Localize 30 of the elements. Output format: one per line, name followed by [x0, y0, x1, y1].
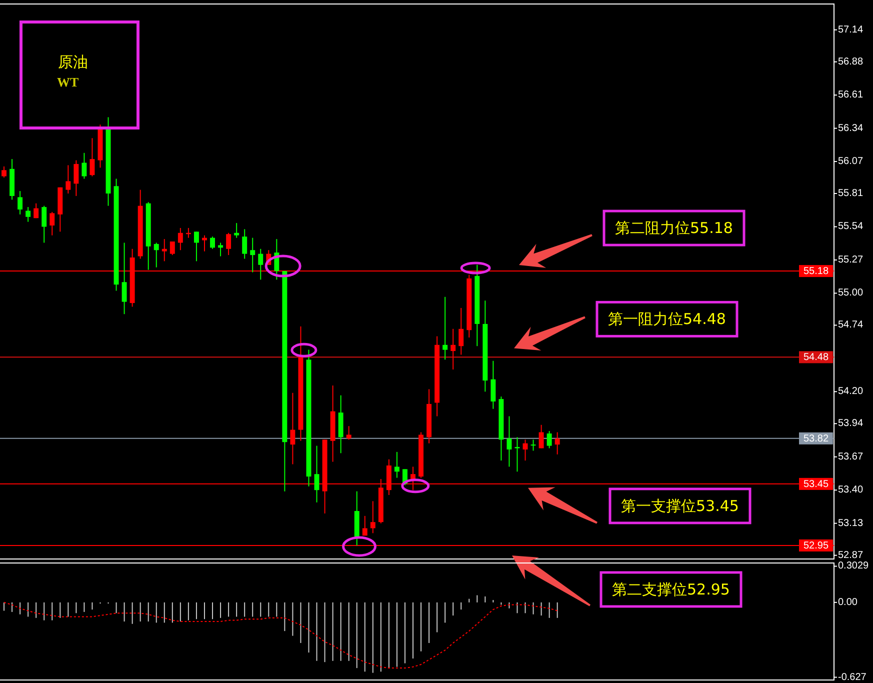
title: 原油: [58, 53, 88, 71]
y-tick-label: 56.07: [838, 156, 864, 168]
ref-line-label: 55.18: [803, 266, 829, 278]
annotation: 第二阻力位55.18: [615, 219, 733, 238]
y-tick-label: 54.20: [838, 386, 864, 398]
ref-line-label: 53.45: [803, 478, 829, 490]
annotation: 第一阻力位54.48: [608, 310, 726, 328]
annotation: 第二支撑位52.95: [612, 580, 730, 598]
y-tick-label: 53.13: [838, 518, 864, 529]
y-tick-label: 55.00: [838, 288, 864, 299]
y-tick-label: 55.54: [838, 221, 864, 232]
y-tick-label: 55.81: [838, 188, 864, 199]
y-tick-label: 53.94: [838, 418, 864, 430]
ref-line-label: 54.48: [803, 352, 829, 364]
y-tick-label: 56.34: [838, 122, 864, 134]
y-tick-label: -0.627: [838, 672, 866, 683]
y-tick-label: 55.27: [838, 254, 864, 266]
y-tick-label: 53.67: [838, 451, 864, 462]
subtitle: WT: [57, 74, 79, 90]
ref-line-label: 52.95: [803, 540, 829, 552]
y-tick-label: 56.88: [838, 56, 864, 68]
y-tick-label: 0.3029: [838, 560, 869, 572]
y-tick-label: 56.61: [838, 90, 864, 101]
y-tick-label: 57.14: [838, 24, 864, 36]
y-tick-label: 0.00: [838, 596, 858, 608]
y-tick-label: 53.40: [838, 484, 864, 496]
ref-line-label: 53.82: [803, 433, 829, 444]
annotation: 第一支撑位53.45: [621, 496, 739, 515]
y-tick-label: 52.87: [838, 550, 864, 561]
y-tick-label: 54.74: [838, 320, 864, 331]
